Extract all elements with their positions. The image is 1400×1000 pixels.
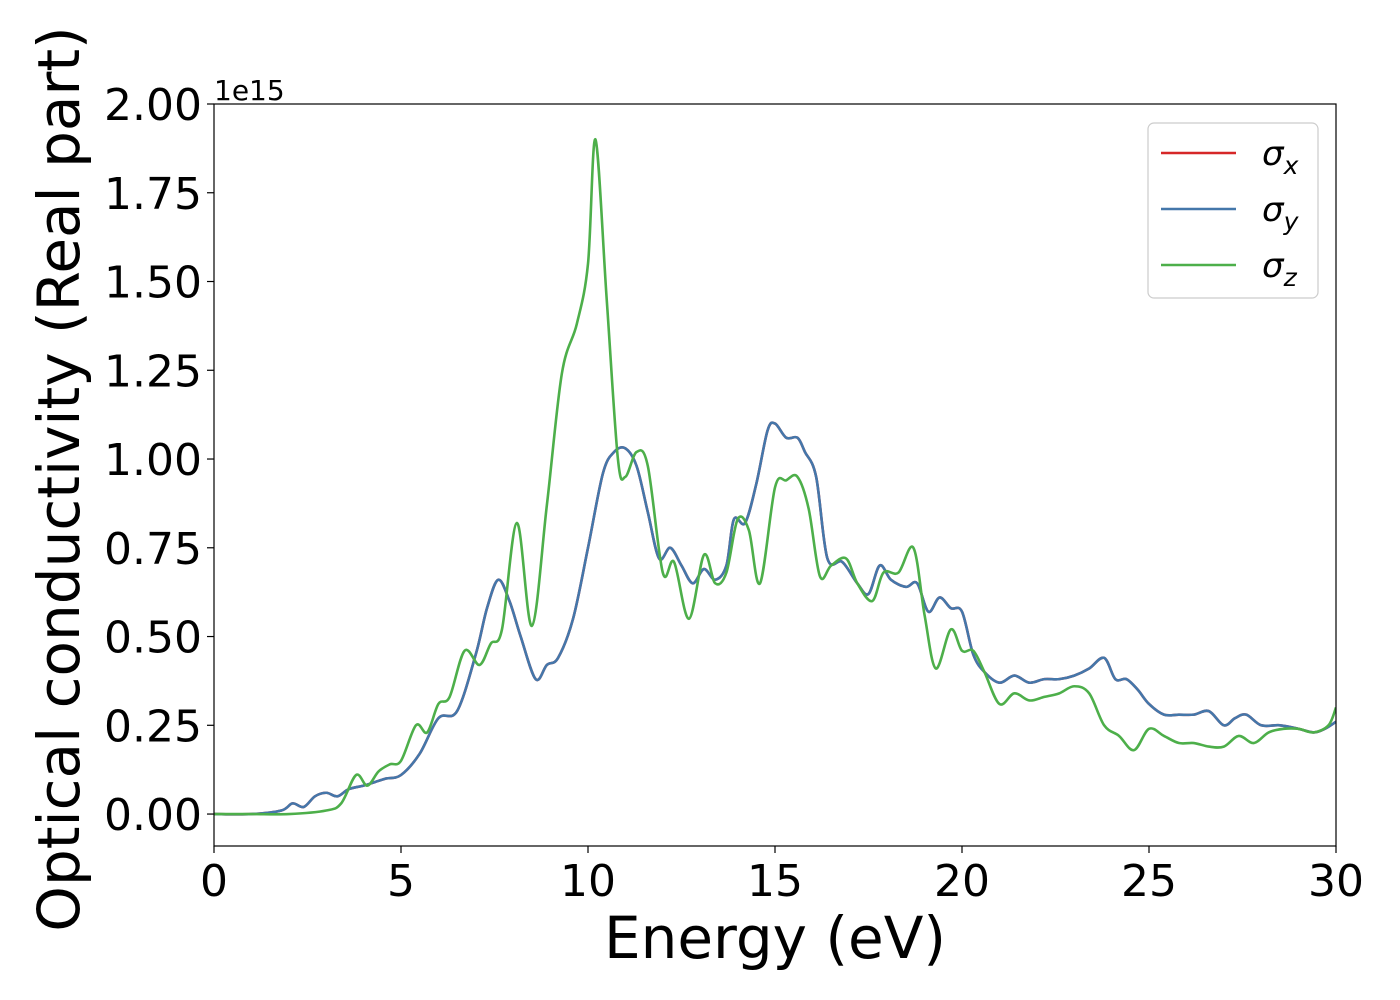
y-offset-label: 1e15 bbox=[214, 74, 285, 107]
x-tick-label: 25 bbox=[1121, 856, 1177, 907]
legend-box bbox=[1147, 122, 1319, 299]
ticks-layer: 0 5 10 15 20 25 30 0.00 0.25 0.50 0.75 1.00 1.25 1.50… bbox=[104, 80, 1364, 907]
x-tick-label: 5 bbox=[387, 856, 415, 907]
x-axis-title: Energy (eV) bbox=[604, 904, 946, 972]
y-tick-label: 0.75 bbox=[104, 524, 202, 575]
y-tick-label: 1.00 bbox=[104, 435, 202, 486]
y-tick-label: 1.25 bbox=[104, 346, 202, 397]
y-tick-label: 0.00 bbox=[104, 790, 202, 841]
y-axis-title: Optical conductivity (Real part) bbox=[25, 26, 93, 931]
legend: σx σy σz bbox=[1147, 122, 1319, 299]
x-tick-label: 0 bbox=[200, 856, 228, 907]
y-tick-label: 0.25 bbox=[104, 701, 202, 752]
legend-label-y: σy bbox=[1262, 190, 1300, 236]
series-layer bbox=[214, 138, 1336, 816]
series-line-x bbox=[214, 421, 1336, 816]
y-tick-label: 1.50 bbox=[104, 258, 202, 309]
y-tick-label: 2.00 bbox=[104, 80, 202, 131]
x-tick-label: 15 bbox=[747, 856, 803, 907]
legend-label-x: σx bbox=[1262, 134, 1299, 180]
legend-label-z: σz bbox=[1262, 246, 1298, 292]
y-tick-label: 0.50 bbox=[104, 613, 202, 664]
y-tick-label: 1.75 bbox=[104, 169, 202, 220]
x-tick-label: 10 bbox=[560, 856, 616, 907]
x-tick-label: 30 bbox=[1308, 856, 1364, 907]
x-tick-label: 20 bbox=[934, 856, 990, 907]
series-line-z bbox=[214, 138, 1336, 816]
series-line-y bbox=[214, 421, 1336, 816]
